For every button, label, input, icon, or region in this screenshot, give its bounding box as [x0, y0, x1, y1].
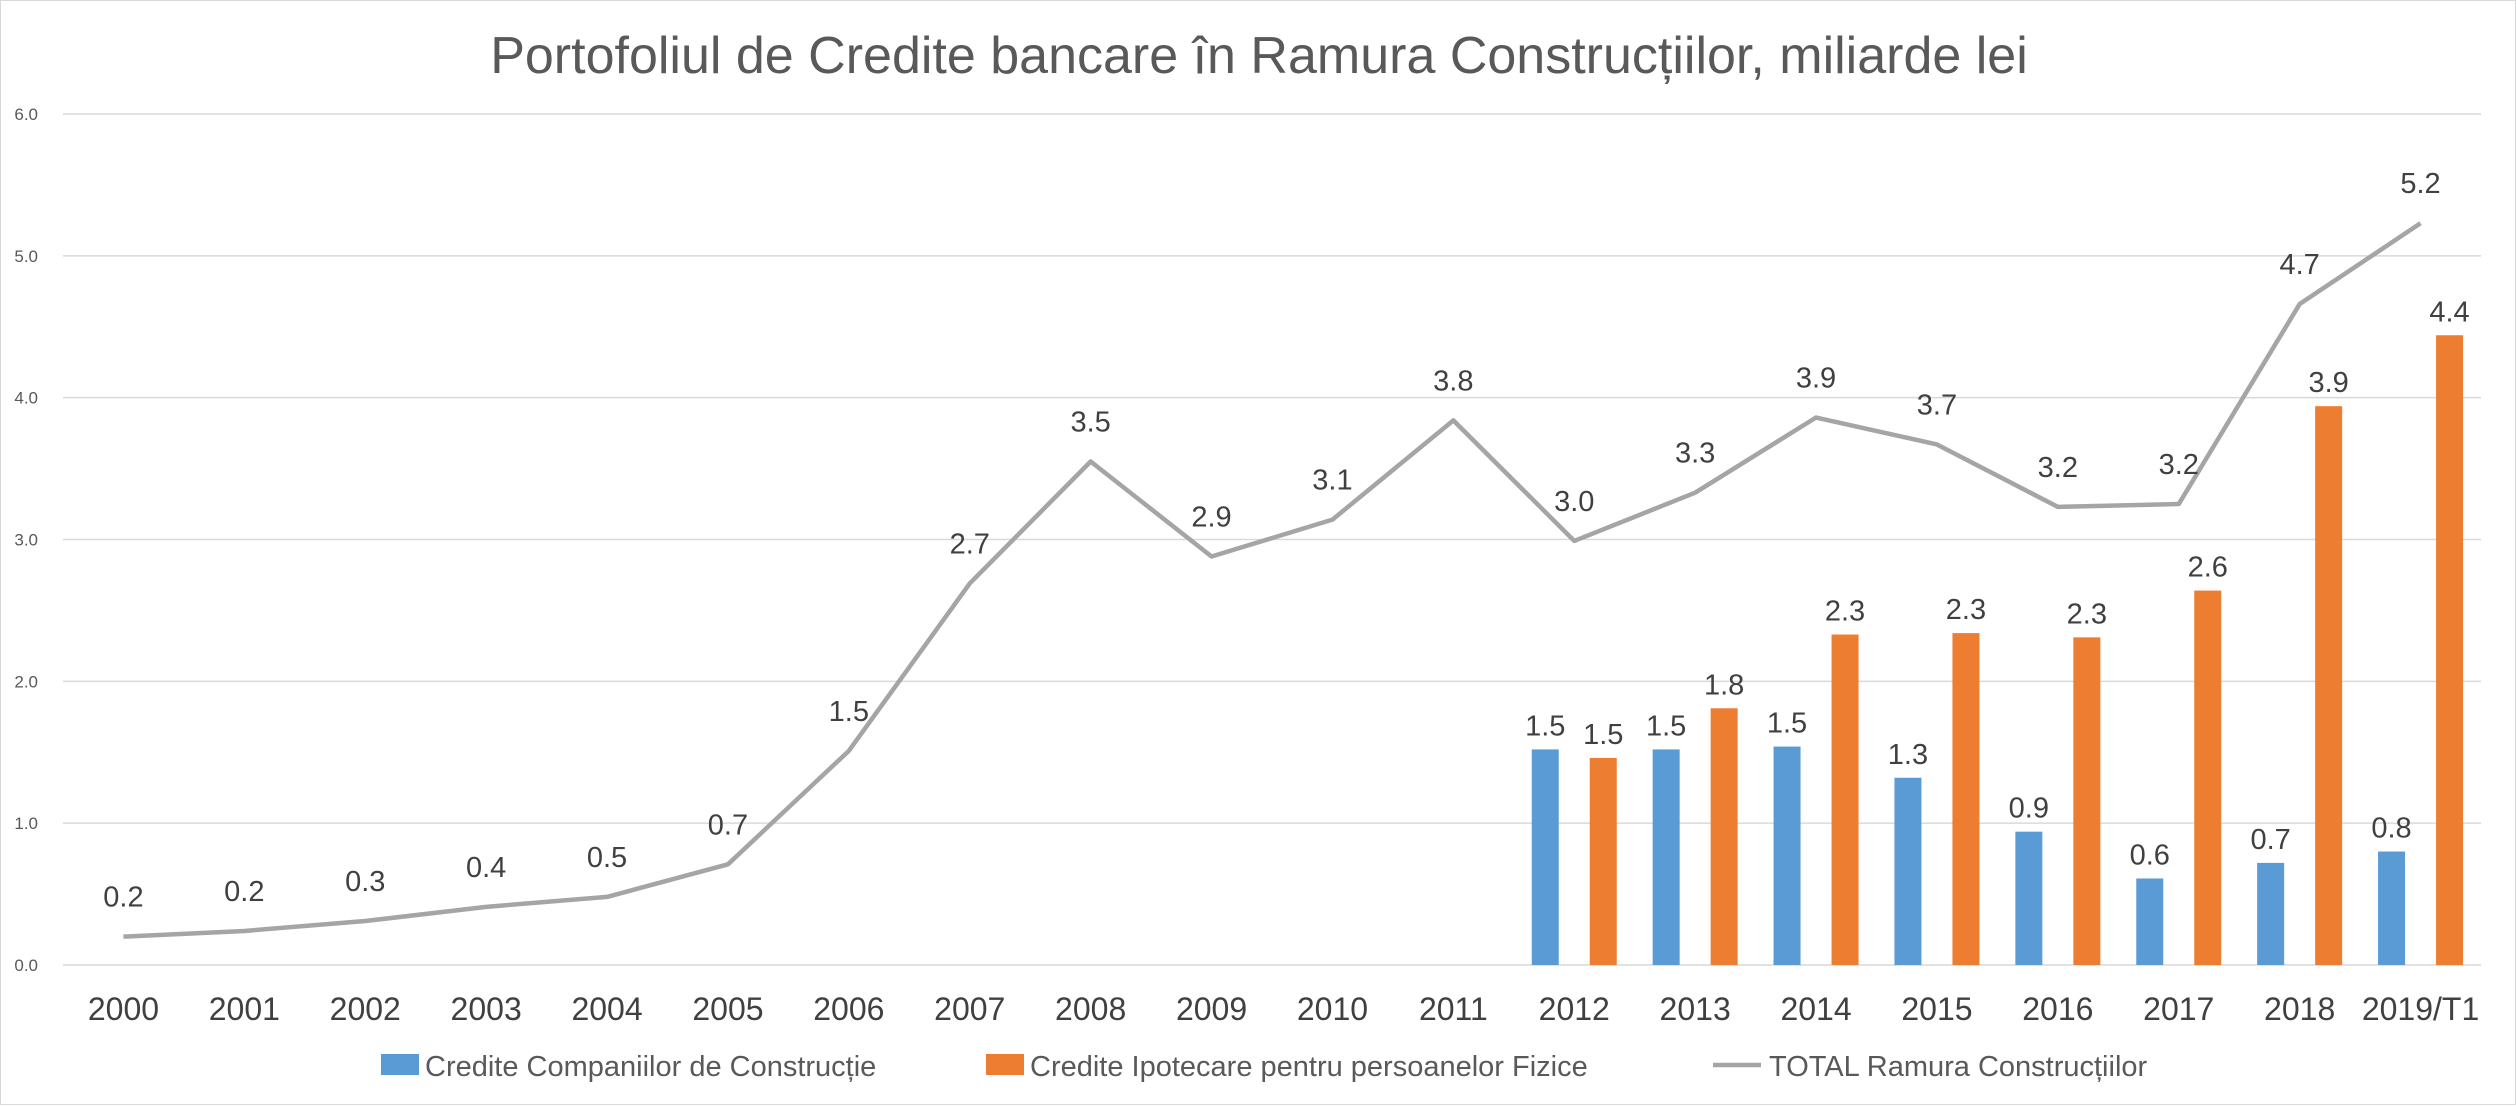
line-data-label: 3.1	[1312, 465, 1352, 497]
x-tick-label: 2019/T1	[2362, 991, 2479, 1027]
y-tick-label: 6.0	[14, 105, 38, 124]
bar	[1831, 634, 1859, 965]
bar	[1531, 749, 1559, 965]
bar-data-label: 1.5	[1525, 710, 1565, 742]
x-tick-label: 2008	[1055, 991, 1126, 1027]
bar	[1894, 777, 1922, 965]
x-tick-label: 2010	[1297, 991, 1368, 1027]
bar-data-label: 1.5	[1646, 710, 1686, 742]
bar-series	[1531, 335, 2464, 966]
x-tick-label: 2000	[88, 991, 159, 1027]
x-tick-label: 2016	[2022, 991, 2093, 1027]
x-tick-label: 2001	[209, 991, 280, 1027]
x-tick-label: 2007	[934, 991, 1005, 1027]
line-series	[123, 221, 2422, 939]
bar	[2436, 335, 2464, 965]
y-tick-label: 1.0	[14, 814, 38, 833]
bar-data-label: 1.5	[1583, 719, 1623, 751]
bar-data-label: 2.6	[2188, 552, 2228, 584]
chart-title: Portofoliul de Credite bancare în Ramura…	[490, 27, 2028, 85]
x-tick-label: 2003	[451, 991, 522, 1027]
line-data-label: 3.9	[1796, 363, 1836, 395]
bar	[2194, 590, 2222, 965]
bar-data-label: 4.4	[2429, 296, 2469, 328]
x-tick-label: 2015	[1901, 991, 1972, 1027]
x-tick-label: 2006	[813, 991, 884, 1027]
line-data-label: 3.0	[1554, 486, 1594, 518]
bar-data-label: 2.3	[1825, 596, 1865, 628]
bar-data-label: 2.3	[2067, 598, 2107, 630]
line-data-label: 1.5	[829, 696, 869, 728]
bar	[2073, 637, 2101, 965]
line-data-label: 2.9	[1191, 502, 1231, 534]
x-tick-label: 2002	[330, 991, 401, 1027]
bar	[2378, 851, 2406, 965]
total-line	[123, 221, 2422, 939]
bar	[2015, 831, 2043, 965]
y-tick-label: 3.0	[14, 531, 38, 550]
line-data-label: 3.3	[1675, 438, 1715, 470]
legend-item: Credite Companiilor de Construcție	[381, 1051, 876, 1083]
bar-data-label: 0.6	[2130, 839, 2170, 871]
x-tick-label: 2009	[1176, 991, 1247, 1027]
y-tick-label: 5.0	[14, 247, 38, 266]
line-data-label: 5.2	[2400, 168, 2440, 200]
bar	[1589, 757, 1617, 965]
line-data-label: 0.3	[345, 866, 385, 898]
bar-data-label: 2.3	[1946, 594, 1986, 626]
line-data-label: 3.8	[1433, 365, 1473, 397]
line-data-label: 4.7	[2279, 249, 2319, 281]
line-data-label: 0.5	[587, 842, 627, 874]
x-tick-label: 2018	[2264, 991, 2335, 1027]
x-tick-label: 2005	[692, 991, 763, 1027]
x-tick-label: 2017	[2143, 991, 2214, 1027]
bar	[2136, 878, 2164, 965]
x-tick-label: 2014	[1780, 991, 1851, 1027]
y-tick-label: 0.0	[14, 956, 38, 975]
bar	[2315, 406, 2343, 966]
line-data-label: 3.7	[1917, 389, 1957, 421]
line-data-label: 0.2	[103, 882, 143, 914]
legend-label: TOTAL Ramura Construcțiilor	[1769, 1051, 2148, 1083]
legend-item: TOTAL Ramura Construcțiilor	[1713, 1051, 2148, 1083]
legend-swatch	[381, 1054, 419, 1075]
bar	[1710, 708, 1738, 965]
bar-data-label: 0.8	[2371, 813, 2411, 845]
legend-swatch	[986, 1054, 1024, 1075]
gridlines	[63, 113, 2481, 966]
y-tick-label: 4.0	[14, 389, 38, 408]
bar-data-label: 0.9	[2009, 793, 2049, 825]
line-data-label: 0.2	[224, 876, 264, 908]
x-tick-label: 2011	[1419, 991, 1488, 1027]
bar-data-label: 3.9	[2308, 367, 2348, 399]
bar	[2257, 862, 2285, 965]
line-data-label: 3.2	[2159, 449, 2199, 481]
bar-data-label: 1.8	[1704, 669, 1744, 701]
legend-label: Credite Ipotecare pentru persoanelor Fiz…	[1030, 1051, 1588, 1083]
bar	[1652, 749, 1680, 965]
bar-data-label: 1.5	[1767, 708, 1807, 740]
line-data-label: 3.2	[2038, 452, 2078, 484]
line-data-label: 2.7	[950, 528, 990, 560]
line-data-label: 0.7	[708, 809, 748, 841]
line-data-label: 3.5	[1070, 406, 1110, 438]
x-axis-ticks: 2000 2001 2002 2003 2004 2005 2006 2007 2008 2009…	[88, 991, 2479, 1027]
legend: Credite Companiilor de Construcție Credit…	[381, 1051, 2148, 1083]
legend-item: Credite Ipotecare pentru persoanelor Fiz…	[986, 1051, 1588, 1083]
y-axis-ticks: 0.0 1.0 2.0 3.0 4.0 5.0 6.0	[14, 105, 38, 975]
bar	[1952, 633, 1980, 965]
y-tick-label: 2.0	[14, 672, 38, 691]
bar-data-label: 0.7	[2250, 824, 2290, 856]
data-labels: 1.5 1.5 1.5 1.3 0.9 0.6 0.7 0.8 1.5 1.8 2.3 2.3 2.3 2…	[103, 168, 2469, 913]
legend-label: Credite Companiilor de Construcție	[425, 1051, 876, 1083]
x-tick-label: 2013	[1660, 991, 1731, 1027]
x-tick-label: 2004	[571, 991, 642, 1027]
x-tick-label: 2012	[1539, 991, 1610, 1027]
bar	[1773, 746, 1801, 965]
bar-data-label: 1.3	[1888, 739, 1928, 771]
line-data-label: 0.4	[466, 852, 506, 884]
